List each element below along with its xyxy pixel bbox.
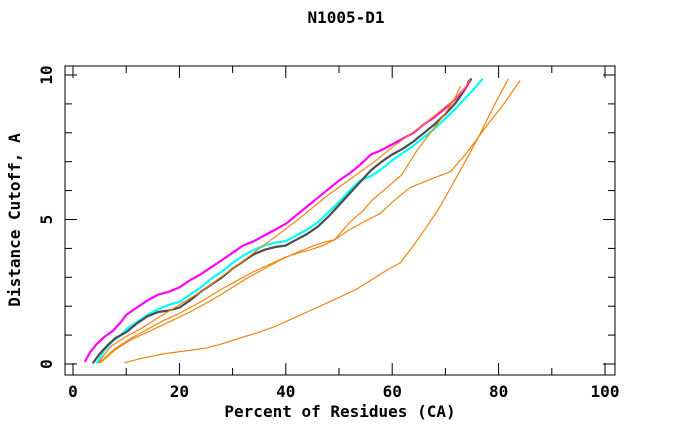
x-tick-label: 80 <box>489 382 508 401</box>
series-gray-bold <box>92 78 472 364</box>
x-tick-label: 20 <box>170 382 189 401</box>
series-orange-thin-2 <box>100 80 521 364</box>
series-cyan-bold <box>95 78 484 364</box>
chart-title: N1005-D1 <box>307 8 384 27</box>
series-orange-thin-3 <box>98 85 461 364</box>
axes: 0 20 40 60 80 100 0 5 10 <box>37 65 619 401</box>
x-tick-label: 60 <box>383 382 402 401</box>
x-tick-label: 40 <box>276 382 295 401</box>
y-tick-label: 10 <box>37 65 56 84</box>
x-axis-label: Percent of Residues (CA) <box>224 402 455 421</box>
series-orange-thin-4 <box>124 78 509 364</box>
x-tick-label: 100 <box>591 382 620 401</box>
x-tick-label: 0 <box>68 382 78 401</box>
plot-border <box>64 65 616 376</box>
series-orange-thin-1 <box>97 80 471 364</box>
y-tick-label: 0 <box>37 359 56 369</box>
series-lines <box>84 78 521 364</box>
y-axis-label: Distance Cutoff, A <box>5 133 24 307</box>
y-tick-label: 5 <box>37 215 56 225</box>
